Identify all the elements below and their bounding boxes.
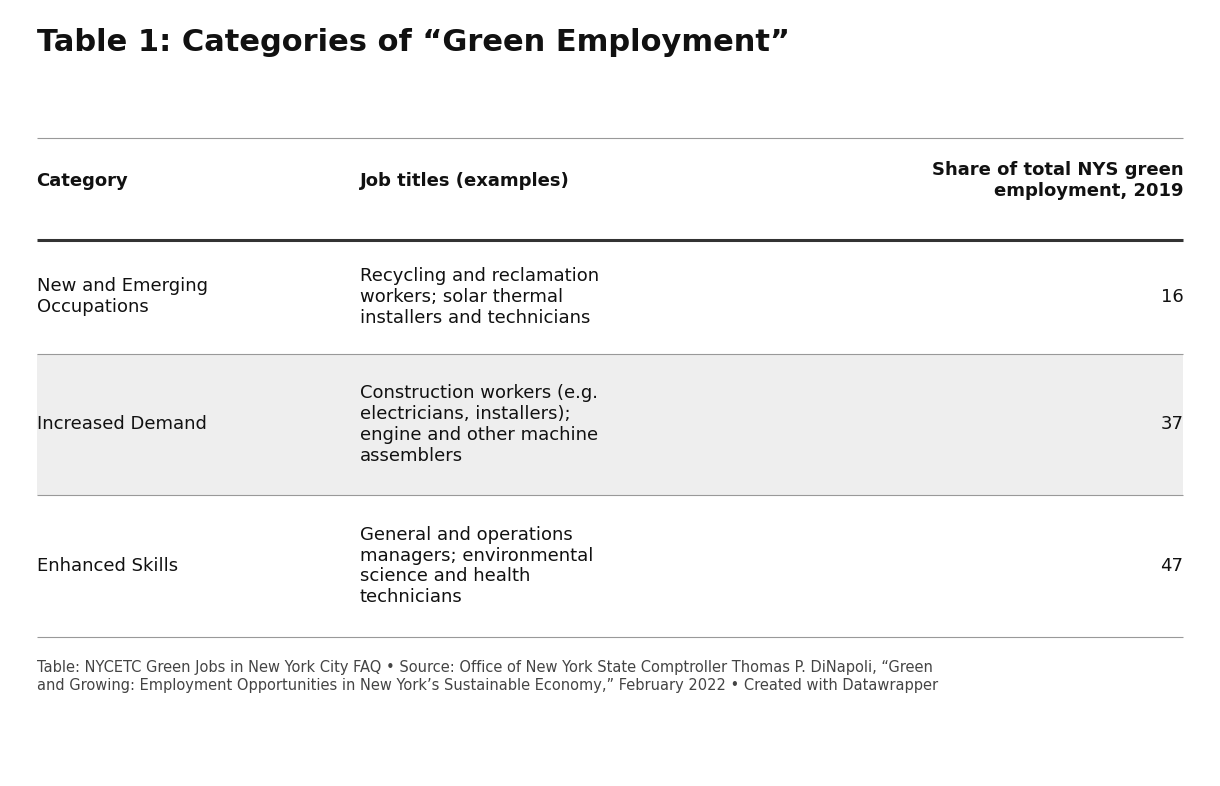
Text: Table: NYCETC Green Jobs in New York City FAQ • Source: Office of New York State: Table: NYCETC Green Jobs in New York Cit… <box>37 660 938 692</box>
Text: New and Emerging
Occupations: New and Emerging Occupations <box>37 277 207 316</box>
Text: General and operations
managers; environmental
science and health
technicians: General and operations managers; environ… <box>360 526 593 606</box>
Bar <box>37 495 1183 637</box>
Text: Job titles (examples): Job titles (examples) <box>360 172 570 189</box>
Text: 47: 47 <box>1160 557 1183 575</box>
Text: Share of total NYS green
employment, 2019: Share of total NYS green employment, 201… <box>932 161 1183 200</box>
Text: Table 1: Categories of “Green Employment”: Table 1: Categories of “Green Employment… <box>37 28 789 57</box>
Bar <box>37 240 1183 354</box>
Bar <box>37 354 1183 495</box>
Text: 16: 16 <box>1160 288 1183 306</box>
Text: Recycling and reclamation
workers; solar thermal
installers and technicians: Recycling and reclamation workers; solar… <box>360 267 599 326</box>
Text: 37: 37 <box>1160 416 1183 433</box>
Text: Construction workers (e.g.
electricians, installers);
engine and other machine
a: Construction workers (e.g. electricians,… <box>360 384 598 465</box>
Text: Increased Demand: Increased Demand <box>37 416 206 433</box>
Text: Category: Category <box>37 172 128 189</box>
Text: Enhanced Skills: Enhanced Skills <box>37 557 178 575</box>
